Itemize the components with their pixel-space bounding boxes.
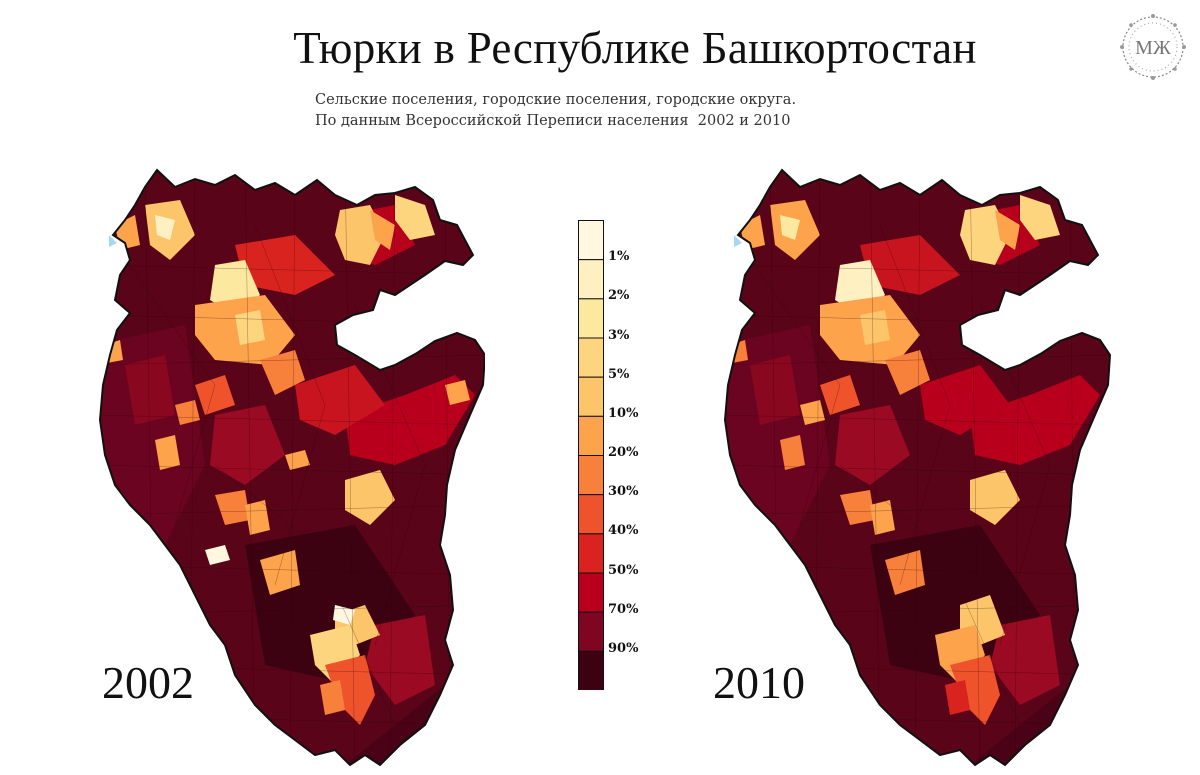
map-2010 (724, 169, 1111, 766)
map-2002 (99, 169, 485, 766)
legend-label: 40% (608, 523, 639, 539)
legend-label: 50% (608, 562, 639, 578)
legend-swatch (578, 455, 604, 496)
legend-swatch (578, 337, 604, 378)
legend-label: 5% (608, 366, 630, 382)
legend-label: 20% (608, 445, 639, 460)
legend-swatch (578, 611, 604, 652)
legend-label: 70% (608, 601, 639, 617)
legend-swatch (578, 572, 604, 613)
legend-label: 10% (608, 405, 639, 421)
legend-label: 1% (608, 249, 630, 265)
legend-label: 3% (608, 327, 630, 343)
legend-label: 2% (608, 288, 630, 304)
year-label-2010: 2010 (713, 657, 805, 708)
legend-swatch (578, 533, 604, 574)
legend-swatch (578, 650, 604, 690)
legend-swatch (578, 220, 604, 261)
legend-swatch (578, 376, 604, 417)
legend-swatch (578, 259, 604, 300)
legend-colorbar (578, 220, 604, 690)
wreath-monogram-icon: МЖ (1120, 14, 1186, 80)
map-title: Тюрки в Республике Башкортостан (293, 23, 977, 73)
legend-swatch (578, 298, 604, 339)
subtitle-line-1: Сельские поселения, городские поселения,… (315, 92, 797, 108)
map-subtitle: Сельские поселения, городские поселения,… (315, 90, 796, 132)
year-label-2002: 2002 (102, 657, 194, 708)
legend-label: 90% (608, 640, 639, 656)
legend-swatch (578, 494, 604, 535)
logo-text: МЖ (1135, 37, 1171, 59)
legend-swatch (578, 415, 604, 456)
subtitle-line-2: По данным Всероссийской Переписи населен… (315, 113, 791, 129)
legend-label: 30% (608, 484, 639, 500)
